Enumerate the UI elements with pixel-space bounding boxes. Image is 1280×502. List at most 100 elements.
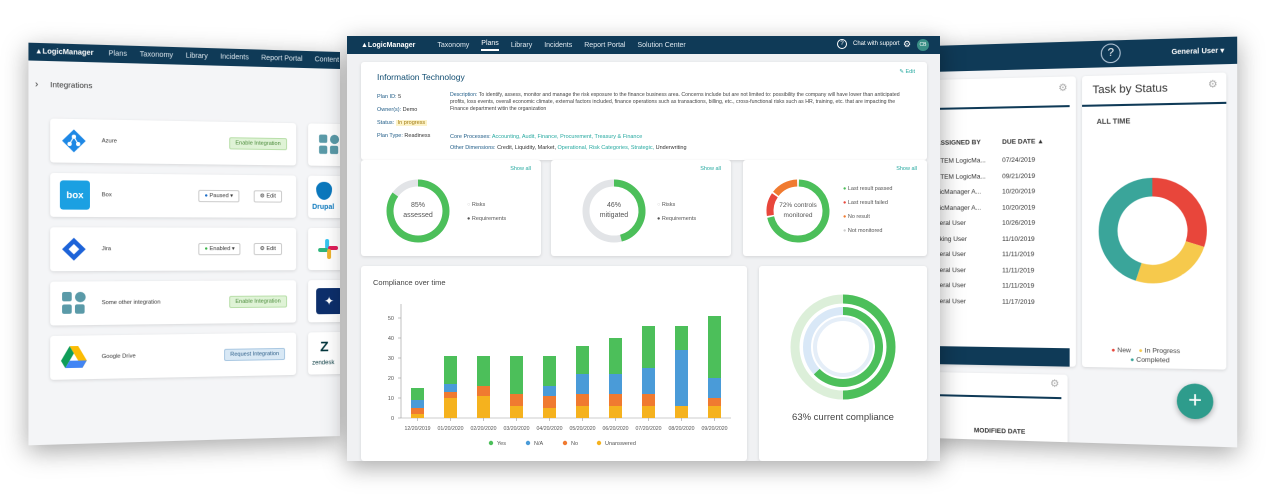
nav-library[interactable]: Library [185,52,208,61]
y-tick-label: 10 [388,396,394,402]
ring-progress [613,179,646,242]
status-select-box[interactable]: ● Paused ▾ [198,189,240,203]
show-all-link[interactable]: Show all [700,166,721,172]
edit-button-jira[interactable]: ⚙ Edit [253,242,282,256]
chat-help-icon[interactable]: ? [837,39,847,49]
x-tick-label: 05/20/2020 [570,426,596,432]
request-integration-button[interactable]: Request Integration [224,347,286,362]
controls-legend: ● Last result passed ● Last result faile… [843,186,893,234]
column-header-modified-date[interactable]: MODIFIED DATE [973,427,1026,436]
compliance-center-ring [813,317,873,377]
task-by-status-panel: Task by Status ⚙ ALL TIME ● New ● In Pro… [1082,72,1227,370]
settings-gear-icon[interactable]: ⚙ [903,39,912,49]
bar-segment-no [411,408,424,414]
nav-plans[interactable]: Plans [481,40,499,51]
integrations-top-nav: ▲LogicManager Plans Taxonomy Library Inc… [28,42,340,69]
compliance-bar-chart: 0 10 20 30 40 50 12/20/2019 01/20/2020 02/20/202… [388,304,731,447]
bar-segment-no [510,394,523,406]
bar-segment-unanswered [411,414,424,418]
x-tick-label: 01/20/2020 [438,426,464,432]
generic-shapes-icon [62,291,86,314]
status-select-jira[interactable]: ● Enabled ▾ [198,242,241,256]
task-status-segment-new [1152,187,1197,244]
core-processes-links[interactable]: Accounting, Audit, Finance, Procurement,… [491,134,643,140]
modified-panel: ⚙ MODIFIED DATE [933,372,1068,447]
current-compliance-text: 63% current compliance [792,412,894,423]
nav-taxonomy[interactable]: Taxonomy [437,41,470,49]
legend-marker [488,440,494,446]
gear-icon[interactable]: ⚙ [1058,82,1068,95]
other-dimensions-links[interactable]: Operational, Risk Categories, Strategic, [557,145,655,151]
chat-with-support-link[interactable]: Chat with support [853,41,900,47]
nav-incidents[interactable]: Incidents [220,53,249,62]
bar-segment-na [543,386,556,396]
sidebar-toggle-icon[interactable]: › [34,78,39,90]
nav-report-portal[interactable]: Report Portal [261,54,303,63]
nav-library[interactable]: Library [510,41,533,49]
bar-segment-yes [609,338,622,374]
show-all-link[interactable]: Show all [896,166,917,172]
legend-completed: ● Completed [1130,356,1170,365]
integration-name-box: Box [101,192,112,199]
column-header-assigned-by[interactable]: ASSIGNED BY [935,139,981,147]
edit-plan-link[interactable]: ✎ Edit [899,69,915,75]
add-fab-button[interactable]: + [1176,383,1214,420]
plan-status: Status: In progress [377,120,428,126]
plan-id: Plan ID: 5 [377,94,402,100]
plan-info-card: Information Technology ✎ Edit Plan ID: 5… [361,62,927,160]
bar-segment-no [477,386,490,396]
mitigated-legend: ○ Risks ● Requirements [657,202,697,222]
bar-segment-na [576,374,589,394]
zendesk-label: zendesk [312,360,335,367]
avatar[interactable]: CB [917,39,929,51]
nav-plans[interactable]: Plans [108,50,128,59]
nav-solution-center[interactable]: Solution Center [637,41,686,49]
nav-content-packages[interactable]: Content Packages [314,56,340,65]
bar-segment-yes [708,316,721,378]
drupal-icon [316,181,333,200]
help-icon[interactable]: ? [1100,43,1121,64]
bar-segment-yes [444,356,457,384]
legend-label: Yes [497,441,506,447]
y-tick-label: 40 [388,336,394,342]
controls-donut [766,179,830,243]
time-filter[interactable]: ALL TIME [1096,118,1131,127]
logicmanager-logo[interactable]: ▲LogicManager [34,48,94,58]
user-menu[interactable]: General User ▾ [1171,47,1225,57]
y-tick-label: 50 [388,316,394,322]
integration-card-col2-generic [308,123,340,167]
nav-taxonomy[interactable]: Taxonomy [139,51,174,60]
task-status-legend: ● New ● In Progress ● Completed [1111,347,1217,365]
nav-report-portal[interactable]: Report Portal [584,41,626,49]
logicmanager-logo[interactable]: ▲LogicManager [361,41,416,49]
integration-card-jira: Jira ● Enabled ▾ ⚙ Edit [50,227,297,272]
integration-card-box: box Box ● Paused ▾ ⚙ Edit [50,172,297,218]
integration-name-google-drive: Google Drive [101,353,136,361]
task-row-due-date: 07/24/2019 [1002,156,1036,165]
enable-integration-button-azure[interactable]: Enable Integration [229,137,287,151]
panel-footer-bar [933,346,1070,367]
x-tick-label: 12/20/2019 [405,426,431,432]
task-status-segment-completed [1108,187,1152,272]
show-all-link[interactable]: Show all [510,166,531,172]
bar-segment-na [411,400,424,408]
controls-card: Show all 72% controls monitored ● Last r… [743,160,927,256]
integration-card-other: Some other integration Enable Integratio… [50,280,297,326]
bar-segment-no [444,392,457,398]
box-logo-icon: box [59,180,90,210]
nav-incidents[interactable]: Incidents [544,41,573,49]
task-row-due-date: 11/11/2019 [1002,251,1035,259]
integrations-window: ▲LogicManager Plans Taxonomy Library Inc… [28,42,340,446]
chart-title: Compliance over time [373,278,446,287]
gear-icon[interactable]: ⚙ [1207,78,1218,91]
plan-type: Plan Type: Readiness [377,133,431,139]
edit-button-box[interactable]: ⚙ Edit [253,190,282,203]
column-header-due-date[interactable]: DUE DATE ▲ [1002,138,1044,146]
task-row-assigned-by: gicManager A... [935,188,982,196]
gear-icon[interactable]: ⚙ [1050,378,1060,390]
plan-title: Information Technology [377,72,465,82]
bar-segment-yes [510,356,523,394]
enable-integration-button-other[interactable]: Enable Integration [229,295,287,309]
task-row-due-date: 09/21/2019 [1002,172,1036,180]
panel-header-rule [933,105,1070,110]
